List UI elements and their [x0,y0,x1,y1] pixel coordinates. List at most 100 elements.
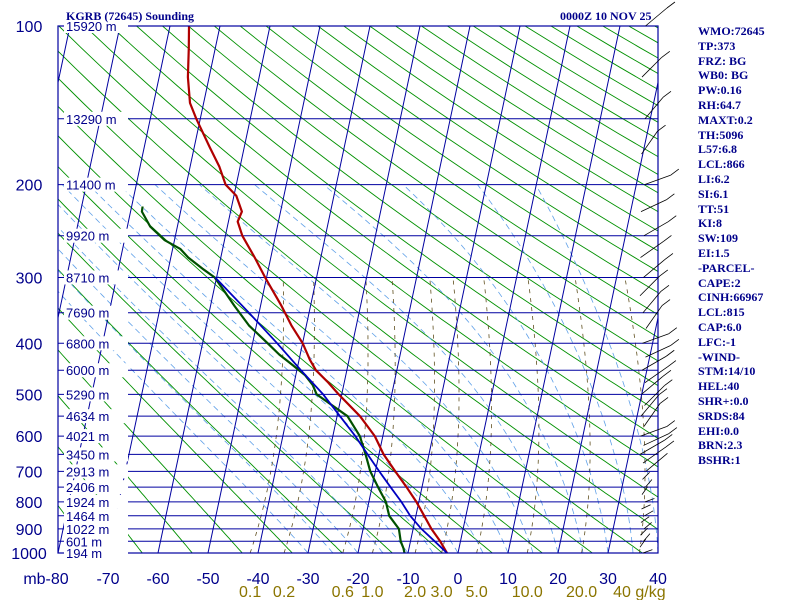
wind-barb [640,420,676,437]
moist-adiabat [254,184,559,553]
wind-barb [645,339,680,358]
barb-flag [661,50,671,58]
barb-staff [642,333,669,344]
mixing-ratio-label: 2.0 [404,584,426,600]
wind-barb [642,327,678,344]
wind-barb [644,360,677,383]
stability-index: SHR+:0.0 [698,393,749,408]
barb-flag [666,1,676,9]
wind-barb [640,193,675,212]
moist-adiabat [535,184,658,553]
isotherm-line [457,26,571,553]
barb-staff [640,527,648,536]
stability-index: CAP:6.0 [698,319,742,334]
wind-barb [639,269,669,297]
stability-index: SRDS:84 [698,408,745,423]
height-label: 1924 m [66,495,109,510]
barb-staff [644,498,655,503]
isotherm-line [607,315,658,553]
stability-index: TT:51 [698,201,730,216]
plot-frame [57,25,659,554]
barb-staff [644,510,654,517]
barb-flag [657,124,666,132]
isotherm-line [307,26,421,553]
barb-staff [642,472,650,480]
wind-barb [642,440,675,464]
wind-barb [643,215,677,237]
height-label: 601 m [66,534,102,549]
barb-staff [643,403,661,427]
height-label-bg [64,19,128,33]
temperature-profile [186,26,448,553]
mixing-ratio-label: 0.1 [239,584,261,600]
barb-staff [645,479,653,488]
height-label: 3450 m [66,447,109,462]
barb-staff [645,453,668,472]
stability-index: TP:373 [698,38,736,53]
barb-flag [666,193,675,201]
pressure-tick-label: 500 [16,387,43,404]
height-label-bg [64,429,128,444]
height-label: 5290 m [66,387,109,402]
height-label-bg [64,228,128,243]
wind-barb [645,299,671,329]
barb-flag [662,370,672,377]
height-label-bg [64,363,128,378]
pressure-tick-label: 900 [16,522,43,539]
height-label-bg [64,447,128,462]
parcel-profile [214,276,448,553]
stability-index: L57:6.8 [698,142,737,157]
stability-index: MAXT:0.2 [698,112,753,127]
dewpoint-profile [140,206,406,553]
height-label-bg [64,270,128,285]
temperature-tick-label: -20 [346,571,369,588]
stability-index: BSHR:1 [698,453,741,468]
height-label-bg [64,464,128,479]
wind-barb [645,453,668,472]
stability-index: -PARCEL- [698,260,755,275]
stability-index: EI:1.5 [698,245,730,260]
mixing-ratio-label: 0.2 [273,584,295,600]
barb-staff [645,305,663,329]
barb-flag [668,215,677,223]
wind-barb [642,284,670,313]
barb-staff [644,385,665,406]
barb-staff [644,97,664,120]
height-label-bg [64,546,128,560]
barb-flag [670,339,680,346]
wind-barb [643,533,651,542]
barb-flag [664,253,674,260]
temperature-tick-label: -30 [296,571,319,588]
barb-staff [643,522,652,530]
wind-barb [642,549,653,554]
wind-barb [640,516,650,523]
barb-flag [660,284,670,292]
stability-index: STM:14/10 [698,364,756,379]
pressure-tick-label: 300 [16,270,43,287]
wind-barb [639,434,673,455]
wind-barb [643,522,652,530]
wind-barb [645,1,676,27]
temperature-tick-label: -50 [196,571,219,588]
wind-barb [644,168,680,186]
barb-flag [664,379,673,387]
barb-flag [658,388,668,396]
height-label: 2913 m [66,464,109,479]
wind-barb [643,397,669,427]
barb-flag [666,349,675,357]
temperature-tick-label: 0 [454,571,463,588]
wind-barb [645,479,653,488]
barb-staff [643,259,666,278]
moist-adiabat [477,184,634,553]
height-label-bg [64,305,128,320]
stability-index: LCL:815 [698,305,745,320]
barb-flag [662,91,672,98]
height-label-bg [64,409,128,424]
isotherm-line [557,80,658,553]
mixing-ratio-label: 1.0 [361,584,383,600]
height-label: 6800 m [66,336,109,351]
height-label-bg [64,534,128,549]
barb-flag [661,299,671,306]
barb-staff [639,275,661,297]
wind-barb [644,91,672,120]
